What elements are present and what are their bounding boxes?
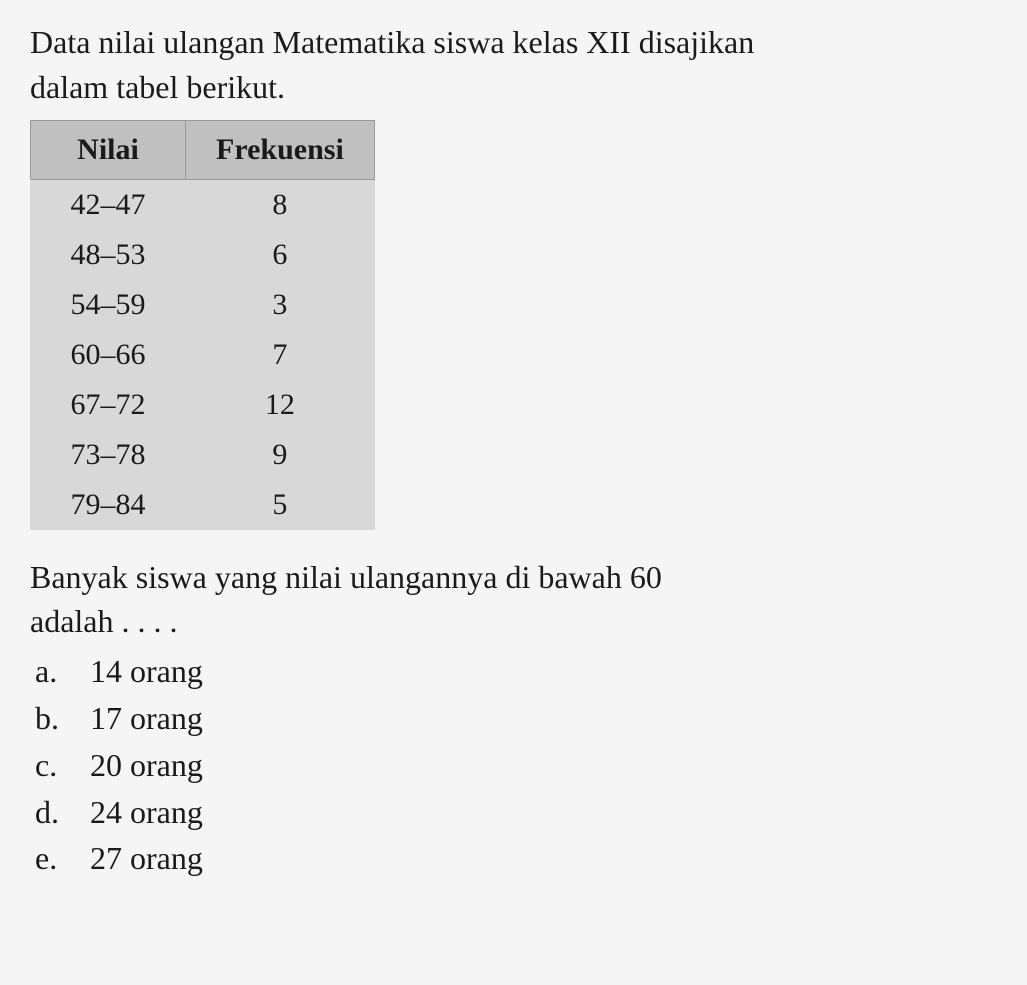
table-cell-frekuensi: 3 — [186, 280, 375, 330]
table-cell-frekuensi: 7 — [186, 330, 375, 380]
option-letter: c. — [35, 743, 90, 788]
frequency-table: Nilai Frekuensi 42–47 8 48–53 6 54–59 3 … — [30, 120, 375, 530]
question-line-1: Data nilai ulangan Matematika siswa kela… — [30, 20, 997, 65]
answer-options: a. 14 orang b. 17 orang c. 20 orang d. 2… — [30, 649, 997, 881]
table-body: 42–47 8 48–53 6 54–59 3 60–66 7 67–72 12… — [31, 179, 375, 530]
option-c: c. 20 orang — [35, 743, 997, 788]
table-row: 67–72 12 — [31, 380, 375, 430]
option-letter: e. — [35, 836, 90, 881]
table-row: 79–84 5 — [31, 480, 375, 530]
table-row: 60–66 7 — [31, 330, 375, 380]
table-header-row: Nilai Frekuensi — [31, 120, 375, 179]
table-cell-nilai: 73–78 — [31, 430, 186, 480]
option-text: 14 orang — [90, 649, 997, 694]
question-prompt: Banyak siswa yang nilai ulangannya di ba… — [30, 555, 997, 645]
table-cell-frekuensi: 5 — [186, 480, 375, 530]
option-letter: a. — [35, 649, 90, 694]
table-cell-frekuensi: 6 — [186, 230, 375, 280]
option-letter: b. — [35, 696, 90, 741]
option-letter: d. — [35, 790, 90, 835]
table-cell-nilai: 54–59 — [31, 280, 186, 330]
table-cell-frekuensi: 8 — [186, 179, 375, 230]
table-cell-nilai: 60–66 — [31, 330, 186, 380]
option-text: 20 orang — [90, 743, 997, 788]
prompt-line-1: Banyak siswa yang nilai ulangannya di ba… — [30, 555, 997, 600]
table-cell-frekuensi: 9 — [186, 430, 375, 480]
option-d: d. 24 orang — [35, 790, 997, 835]
question-line-2: dalam tabel berikut. — [30, 65, 997, 110]
table-cell-nilai: 48–53 — [31, 230, 186, 280]
table-row: 54–59 3 — [31, 280, 375, 330]
option-e: e. 27 orang — [35, 836, 997, 881]
option-a: a. 14 orang — [35, 649, 997, 694]
table-cell-nilai: 79–84 — [31, 480, 186, 530]
option-b: b. 17 orang — [35, 696, 997, 741]
table-cell-frekuensi: 12 — [186, 380, 375, 430]
table-cell-nilai: 42–47 — [31, 179, 186, 230]
table-row: 73–78 9 — [31, 430, 375, 480]
table-header-nilai: Nilai — [31, 120, 186, 179]
question-intro: Data nilai ulangan Matematika siswa kela… — [30, 20, 997, 110]
table-row: 42–47 8 — [31, 179, 375, 230]
table-row: 48–53 6 — [31, 230, 375, 280]
table-cell-nilai: 67–72 — [31, 380, 186, 430]
prompt-line-2: adalah . . . . — [30, 599, 997, 644]
option-text: 17 orang — [90, 696, 997, 741]
option-text: 27 orang — [90, 836, 997, 881]
option-text: 24 orang — [90, 790, 997, 835]
table-header-frekuensi: Frekuensi — [186, 120, 375, 179]
